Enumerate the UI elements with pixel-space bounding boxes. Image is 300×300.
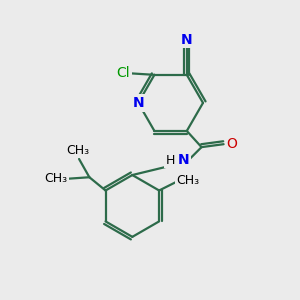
- Text: CH₃: CH₃: [66, 144, 89, 157]
- Text: H: H: [166, 154, 175, 167]
- Text: N: N: [178, 153, 190, 167]
- Text: CH₃: CH₃: [176, 174, 200, 187]
- Text: N: N: [132, 96, 144, 110]
- Text: Cl: Cl: [117, 66, 130, 80]
- Text: O: O: [226, 137, 237, 151]
- Text: CH₃: CH₃: [44, 172, 68, 185]
- Text: N: N: [181, 32, 193, 46]
